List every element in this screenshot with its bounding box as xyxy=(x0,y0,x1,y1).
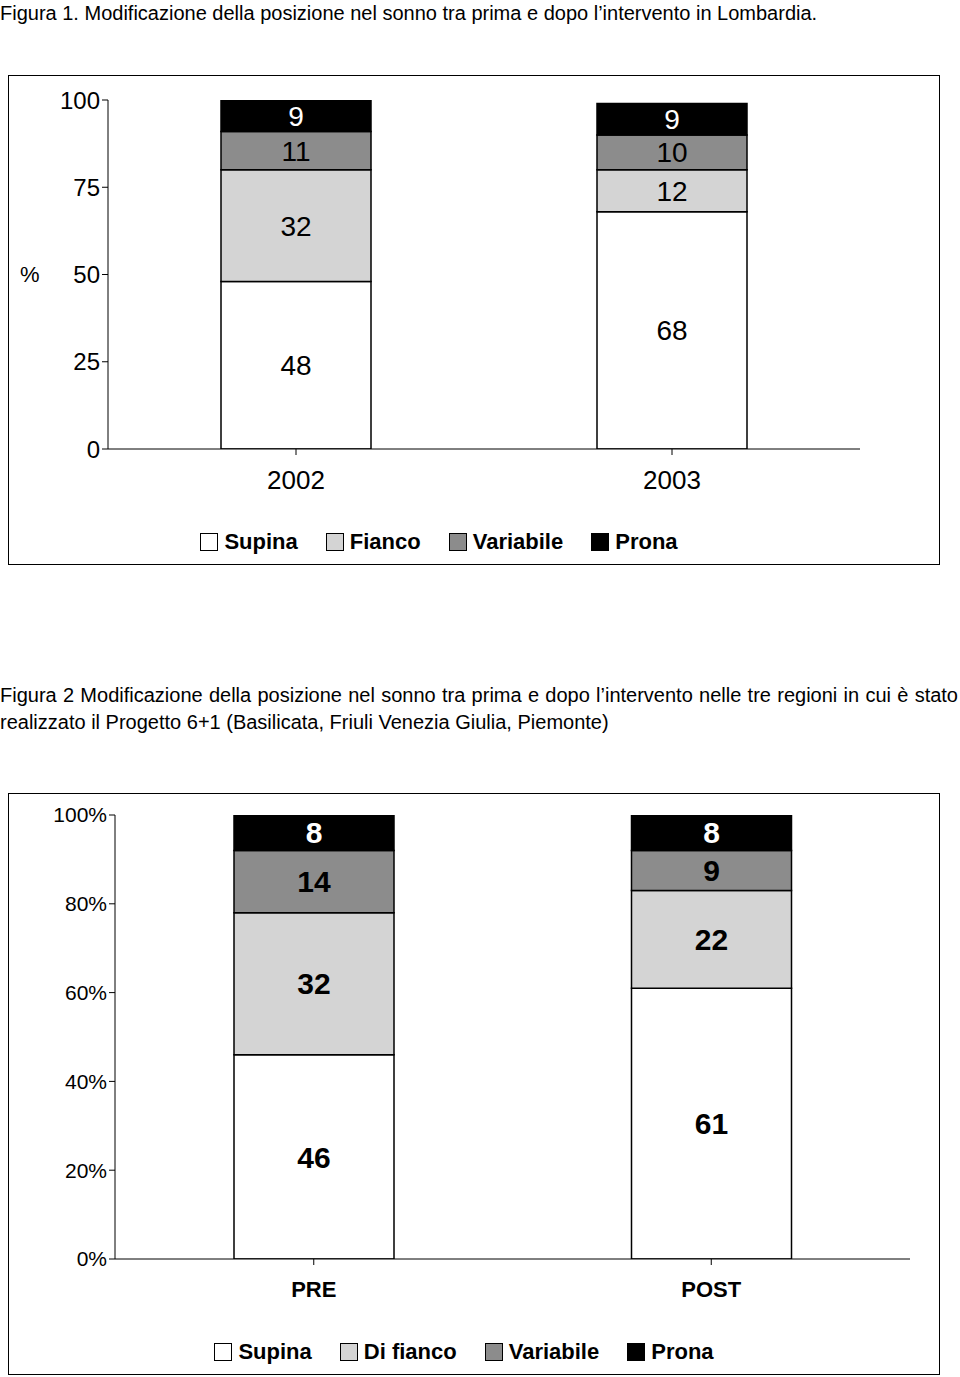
svg-text:PRE: PRE xyxy=(291,1277,336,1302)
svg-text:14: 14 xyxy=(297,865,331,898)
html-text:Figura 2 Modificazione della p: Figura 2 Modificazione della posizione n… xyxy=(0,684,958,733)
svg-text:25: 25 xyxy=(73,348,100,375)
svg-text:22: 22 xyxy=(695,923,728,956)
html-text:Di fianco: Di fianco xyxy=(363,1339,457,1364)
html-text:Variabile: Variabile xyxy=(508,1339,600,1364)
svg-text:32: 32 xyxy=(280,211,311,242)
svg-text:2002: 2002 xyxy=(267,465,325,495)
html-text:Prona: Prona xyxy=(615,529,678,554)
svg-text:%: % xyxy=(20,262,40,287)
svg-text:40%: 40% xyxy=(65,1070,107,1093)
svg-text:0: 0 xyxy=(87,436,100,463)
html-text:Variabile: Variabile xyxy=(472,529,564,554)
svg-text:100: 100 xyxy=(60,87,100,114)
svg-text:8: 8 xyxy=(306,816,323,849)
html-text:Fianco: Fianco xyxy=(349,529,421,554)
svg-text:12: 12 xyxy=(656,176,687,207)
svg-text:POST: POST xyxy=(681,1277,741,1302)
svg-text:9: 9 xyxy=(288,101,304,132)
svg-text:10: 10 xyxy=(656,137,687,168)
svg-text:100%: 100% xyxy=(53,803,107,826)
svg-text:11: 11 xyxy=(281,136,310,167)
svg-text:9: 9 xyxy=(664,104,680,135)
svg-text:0%: 0% xyxy=(77,1247,107,1270)
svg-text:68: 68 xyxy=(656,315,687,346)
svg-text:50: 50 xyxy=(73,261,100,288)
svg-text:60%: 60% xyxy=(65,981,107,1004)
svg-text:61: 61 xyxy=(695,1107,728,1140)
svg-text:75: 75 xyxy=(73,174,100,201)
html-text:Figura 1. Modificazione della: Figura 1. Modificazione della posizione … xyxy=(0,2,818,24)
html-text:Supina: Supina xyxy=(224,529,298,554)
svg-text:8: 8 xyxy=(703,816,720,849)
svg-text:46: 46 xyxy=(297,1141,330,1174)
svg-text:20%: 20% xyxy=(65,1159,107,1182)
svg-text:2003: 2003 xyxy=(643,465,701,495)
svg-text:9: 9 xyxy=(703,854,720,887)
svg-text:32: 32 xyxy=(297,967,330,1000)
html-text:Prona: Prona xyxy=(651,1339,714,1364)
svg-text:80%: 80% xyxy=(65,892,107,915)
html-text:Supina: Supina xyxy=(238,1339,312,1364)
svg-text:48: 48 xyxy=(280,350,311,381)
